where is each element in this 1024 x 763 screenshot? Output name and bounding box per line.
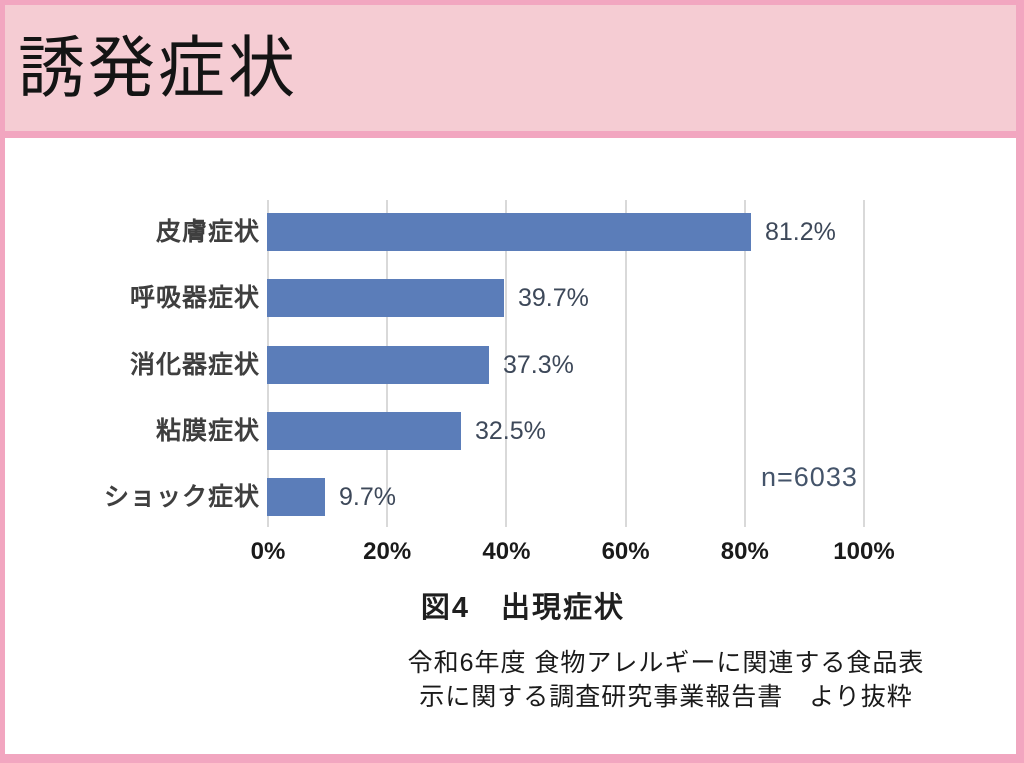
bar <box>267 279 504 317</box>
category-label: 消化器症状 <box>129 351 260 379</box>
value-label: 81.2% <box>765 218 836 246</box>
bar <box>267 346 489 384</box>
bar <box>267 478 325 516</box>
category-label: 呼吸器症状 <box>129 284 260 312</box>
value-label: 37.3% <box>503 351 574 379</box>
value-label: 32.5% <box>475 417 546 445</box>
content-panel: 皮膚症状 81.2% 呼吸器症状 39.7% 消化器症状 37.3% 粘膜症状 32.5% ショ… <box>5 138 1016 754</box>
x-tick-label: 60% <box>601 538 650 565</box>
bar <box>267 213 751 251</box>
x-tick-label: 20% <box>363 538 412 565</box>
sample-size-annotation: n=6033 <box>761 462 858 492</box>
bar-chart: 皮膚症状 81.2% 呼吸器症状 39.7% 消化器症状 37.3% 粘膜症状 32.5% ショ… <box>5 138 1016 754</box>
value-label: 39.7% <box>518 284 589 312</box>
x-tick-label: 0% <box>250 538 286 565</box>
x-tick-label: 100% <box>833 538 895 565</box>
gridline <box>624 200 627 527</box>
gridline <box>743 200 746 527</box>
source-note-line-2: 示に関する調査研究事業報告書 より抜粋 <box>419 683 913 711</box>
slide-header: 誘発症状 <box>5 5 1016 131</box>
page-title: 誘発症状 <box>18 30 298 106</box>
figure-caption: 図4 出現症状 <box>420 592 626 624</box>
x-tick-label: 40% <box>482 538 531 565</box>
category-label: 粘膜症状 <box>155 417 260 445</box>
value-label: 9.7% <box>339 483 396 511</box>
bar <box>267 412 461 450</box>
category-label: 皮膚症状 <box>155 218 260 246</box>
gridline <box>505 200 508 527</box>
source-note-line-1: 令和6年度 食物アレルギーに関連する食品表 <box>407 649 925 677</box>
category-label: ショック症状 <box>103 483 260 511</box>
gridline <box>863 200 865 527</box>
source-note: 令和6年度 食物アレルギーに関連する食品表 示に関する調査研究事業報告書 より抜… <box>376 646 956 714</box>
x-tick-label: 80% <box>720 538 769 565</box>
